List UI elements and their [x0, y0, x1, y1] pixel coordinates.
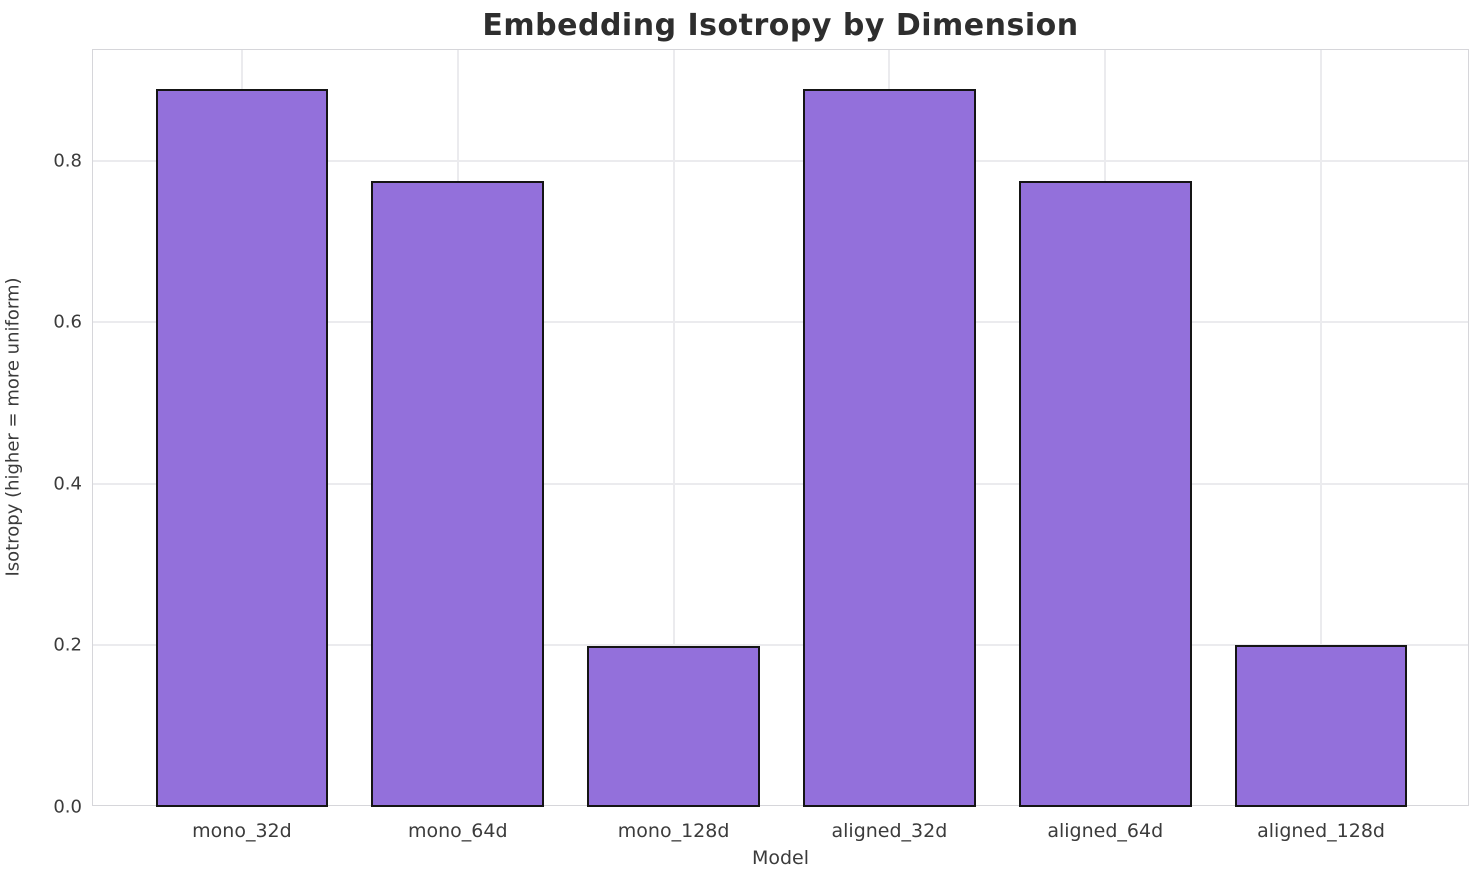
y-gridline: [93, 482, 1468, 485]
bar-mono_32d: [155, 89, 329, 807]
x-tick-label: aligned_128d: [1257, 820, 1386, 842]
y-gridline: [93, 644, 1468, 647]
x-tick-label: mono_64d: [407, 820, 508, 842]
y-gridline: [93, 159, 1468, 162]
bar-aligned_32d: [803, 89, 976, 807]
y-tick-label: 0.8: [53, 150, 82, 172]
x-tick-label: mono_128d: [617, 820, 730, 842]
y-axis-label: Isotropy (higher = more uniform): [2, 277, 24, 577]
x-tick-label: aligned_64d: [1047, 820, 1164, 842]
bar-mono_128d: [587, 646, 760, 807]
y-tick-label: 0.6: [53, 311, 82, 333]
x-tick-label: mono_32d: [192, 820, 292, 842]
x-tick-label: aligned_32d: [831, 820, 948, 842]
bar-aligned_64d: [1018, 181, 1192, 807]
chart-title: Embedding Isotropy by Dimension: [482, 8, 1079, 43]
y-gridline: [93, 321, 1468, 324]
plot-area: 0.0 0.2 0.4 0.6 0.8 mono_32d mono_64d mono_128d…: [53, 49, 1469, 842]
bar-mono_64d: [371, 181, 545, 807]
bar-aligned_128d: [1234, 645, 1408, 807]
y-tick-label: 0.2: [53, 634, 82, 656]
x-gridline: [1320, 50, 1323, 805]
y-tick-label: 0.0: [53, 796, 82, 818]
x-axis-label: Model: [751, 847, 810, 869]
x-gridline: [672, 50, 675, 805]
y-tick-label: 0.4: [53, 473, 82, 495]
